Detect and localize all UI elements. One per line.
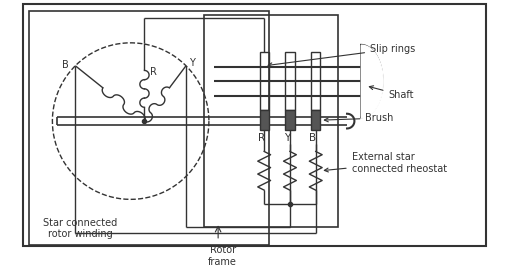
Text: Y: Y (284, 133, 290, 143)
Bar (30, 10, 269, 245)
Bar (286, 52, 295, 110)
Text: Shaft: Shaft (370, 86, 414, 100)
Text: B: B (63, 60, 69, 70)
Bar (260, 110, 269, 130)
Bar (311, 110, 320, 130)
Text: Rotor
frame: Rotor frame (208, 245, 237, 267)
Text: Y: Y (189, 58, 194, 68)
Bar (204, 15, 338, 227)
Text: Star connected
rotor winding: Star connected rotor winding (43, 218, 117, 239)
Bar (311, 52, 320, 110)
Bar (286, 110, 295, 130)
Text: R: R (258, 133, 265, 143)
Text: Slip rings: Slip rings (268, 44, 415, 67)
Bar (260, 52, 269, 110)
Text: Brush: Brush (324, 113, 394, 123)
Text: R: R (150, 67, 157, 77)
Text: B: B (309, 133, 317, 143)
Text: External star
connected rheostat: External star connected rheostat (324, 152, 447, 174)
